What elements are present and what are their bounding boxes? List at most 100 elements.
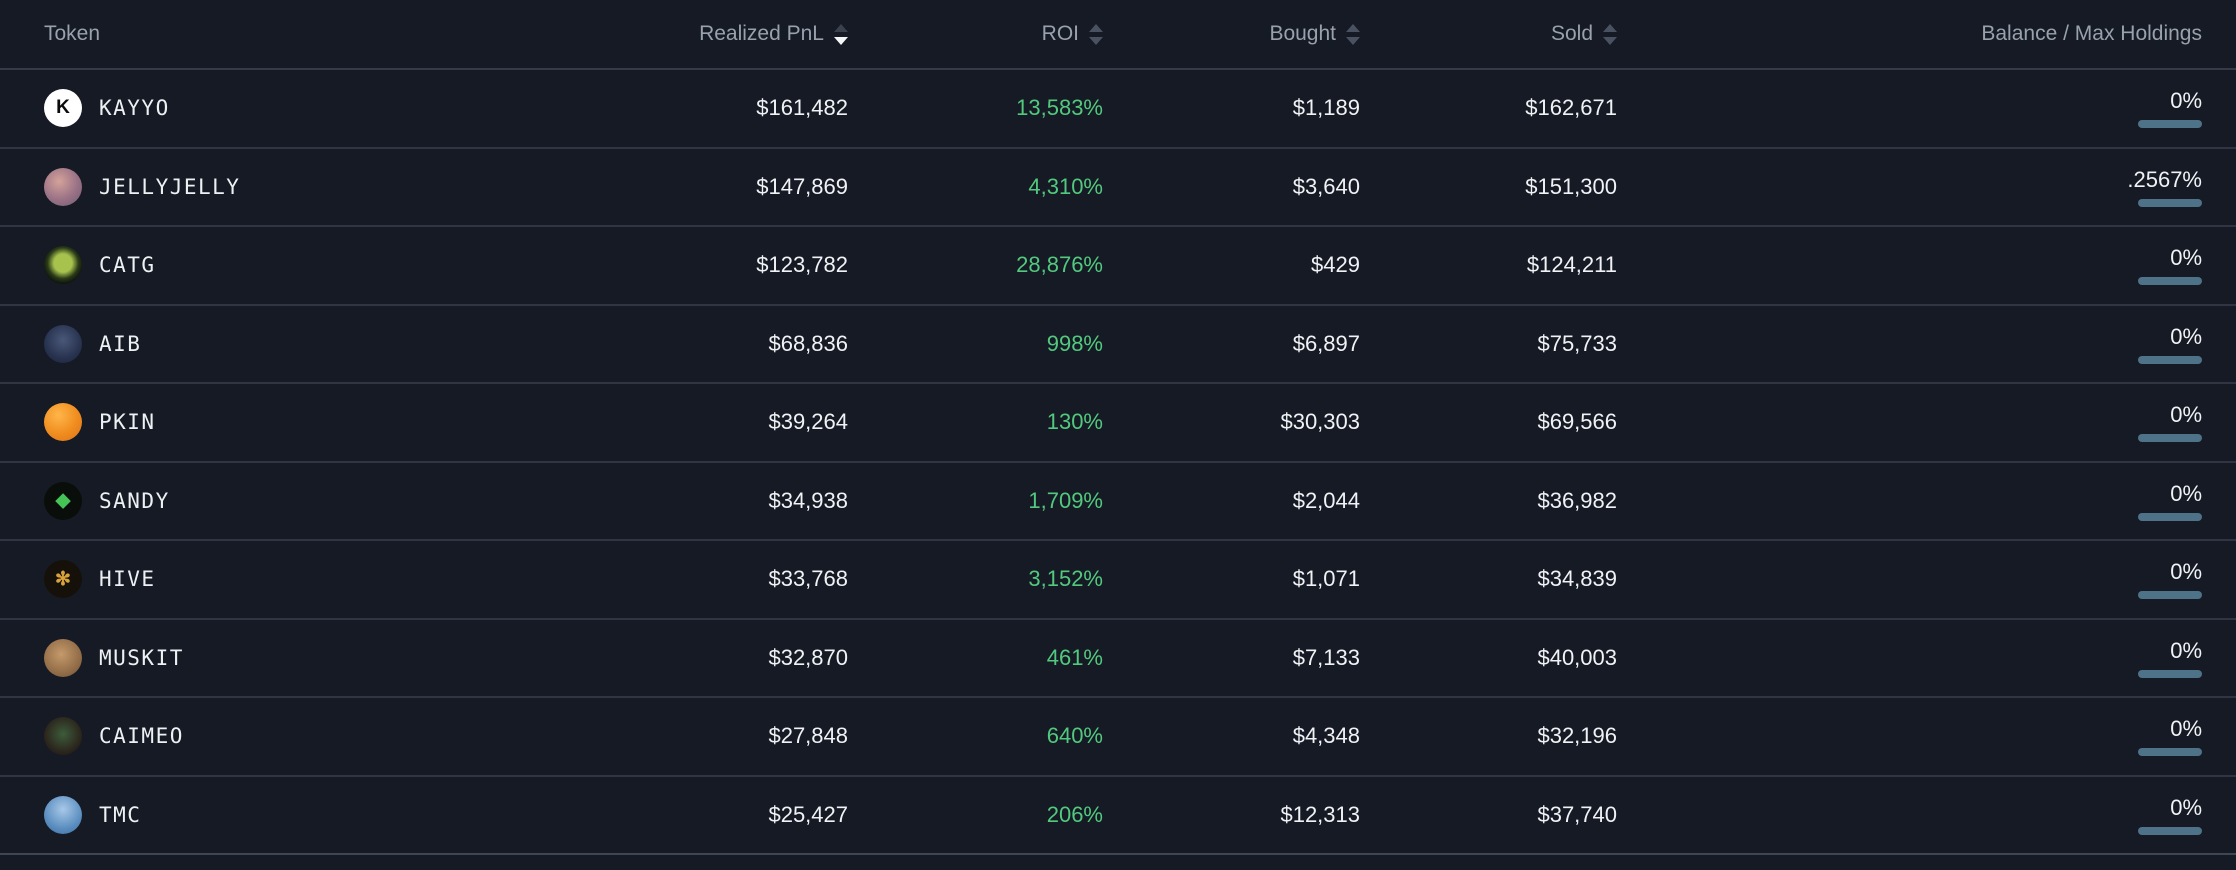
bought-cell: $1,189	[1292, 95, 1360, 121]
bought-cell: $7,133	[1292, 644, 1360, 670]
balance-value: 0%	[2170, 323, 2202, 349]
token-name: CATG	[99, 253, 156, 278]
token-cell: PKIN	[44, 403, 548, 442]
max-holdings-bar	[2138, 512, 2202, 521]
table-row[interactable]: PKIN $39,264 130% $30,303 $69,566 0%	[0, 384, 2236, 463]
column-header-balance: Balance / Max Holdings	[1617, 22, 2202, 46]
realized-pnl-cell: $33,768	[768, 566, 848, 592]
max-holdings-bar	[2138, 826, 2202, 835]
sort-down-arrow-icon	[1346, 36, 1360, 45]
balance-cell: 0%	[1617, 638, 2202, 678]
bought-cell: $2,044	[1292, 487, 1360, 513]
balance-cell: 0%	[1617, 402, 2202, 443]
max-holdings-bar	[2138, 120, 2202, 129]
table-row[interactable]: MUSKIT $32,870 461% $7,133 $40,003 0%	[0, 620, 2236, 698]
table-row[interactable]: AIB $68,836 998% $6,897 $75,733 0%	[0, 306, 2236, 384]
column-header-roi[interactable]: ROI	[848, 22, 1103, 46]
table-row[interactable]: CATG $123,782 28,876% $429 $124,211 0%	[0, 227, 2236, 306]
roi-cell: 998%	[1046, 330, 1103, 356]
realized-pnl-cell: $39,264	[768, 409, 848, 435]
sold-cell: $36,982	[1537, 487, 1617, 513]
table-row[interactable]: ✻ HIVE $33,768 3,152% $1,071 $34,839 0%	[0, 541, 2236, 620]
token-name: SANDY	[99, 488, 170, 513]
sort-up-arrow-icon	[1346, 23, 1360, 32]
sort-up-arrow-icon	[1603, 23, 1617, 32]
roi-cell: 4,310%	[1028, 173, 1103, 199]
token-name: MUSKIT	[99, 645, 184, 670]
realized-pnl-cell: $147,869	[756, 173, 848, 199]
max-holdings-bar	[2138, 198, 2202, 207]
token-cell: CAIMEO	[44, 717, 548, 756]
balance-cell: 0%	[1617, 481, 2202, 521]
sold-cell: $37,740	[1537, 801, 1617, 827]
sort-icon	[1089, 23, 1103, 45]
table-row[interactable]: TMC $25,427 206% $12,313 $37,740 0%	[0, 777, 2236, 855]
bought-cell: $429	[1311, 252, 1360, 278]
column-header-realized_pnl[interactable]: Realized PnL	[548, 22, 848, 46]
balance-cell: 0%	[1617, 716, 2202, 757]
column-header-label: Balance / Max Holdings	[1981, 22, 2202, 45]
balance-cell: 0%	[1617, 245, 2202, 286]
roi-cell: 130%	[1046, 409, 1103, 435]
sold-cell: $162,671	[1525, 95, 1617, 121]
balance-value: 0%	[2170, 245, 2202, 271]
token-cell: TMC	[44, 795, 548, 834]
sold-cell: $69,566	[1537, 409, 1617, 435]
jellyjelly-token-icon	[44, 167, 82, 206]
token-name: TMC	[99, 802, 142, 827]
sort-down-arrow-icon	[1603, 36, 1617, 45]
balance-cell: 0%	[1617, 795, 2202, 835]
token-name: KAYYO	[99, 96, 170, 121]
sort-down-arrow-icon	[834, 36, 848, 45]
balance-value: 0%	[2170, 559, 2202, 585]
sort-up-arrow-icon	[1089, 23, 1103, 32]
roi-cell: 206%	[1046, 801, 1103, 827]
partial-next-row	[0, 855, 2236, 868]
bought-cell: $4,348	[1292, 723, 1360, 749]
balance-value: 0%	[2170, 794, 2202, 820]
balance-value: 0%	[2170, 88, 2202, 114]
bought-cell: $6,897	[1292, 330, 1360, 356]
balance-cell: 0%	[1617, 88, 2202, 129]
table-row[interactable]: K KAYYO $161,482 13,583% $1,189 $162,671…	[0, 70, 2236, 149]
roi-cell: 3,152%	[1028, 566, 1103, 592]
balance-cell: .2567%	[1617, 167, 2202, 207]
table-row[interactable]: CAIMEO $27,848 640% $4,348 $32,196 0%	[0, 698, 2236, 777]
sort-icon	[1603, 23, 1617, 45]
sort-down-arrow-icon	[1089, 36, 1103, 45]
sold-cell: $75,733	[1537, 330, 1617, 356]
max-holdings-bar	[2138, 591, 2202, 600]
sold-cell: $124,211	[1526, 252, 1617, 278]
balance-value: .2567%	[2127, 166, 2202, 192]
tmc-token-icon	[44, 795, 82, 834]
max-holdings-bar	[2138, 355, 2202, 364]
table-row[interactable]: ◆ SANDY $34,938 1,709% $2,044 $36,982 0%	[0, 463, 2236, 541]
balance-value: 0%	[2170, 480, 2202, 506]
realized-pnl-cell: $161,482	[756, 95, 848, 121]
sandy-token-icon: ◆	[44, 481, 82, 520]
roi-cell: 640%	[1046, 723, 1103, 749]
column-header-token: Token	[44, 22, 548, 46]
muskit-token-icon	[44, 638, 82, 677]
sold-cell: $40,003	[1537, 644, 1617, 670]
token-name: AIB	[99, 331, 142, 356]
realized-pnl-cell: $25,427	[768, 801, 848, 827]
bought-cell: $30,303	[1280, 409, 1360, 435]
token-cell: ✻ HIVE	[44, 560, 548, 599]
column-header-label: Token	[44, 22, 101, 45]
bought-cell: $3,640	[1292, 173, 1360, 199]
balance-value: 0%	[2170, 637, 2202, 663]
realized-pnl-cell: $68,836	[768, 330, 848, 356]
token-name: HIVE	[99, 567, 156, 592]
column-header-label: Realized PnL	[699, 22, 824, 45]
table-header: Token Realized PnL ROI Bought Sold Balan…	[0, 0, 2236, 70]
column-header-bought[interactable]: Bought	[1103, 22, 1360, 46]
column-header-label: ROI	[1041, 22, 1079, 45]
token-cell: JELLYJELLY	[44, 167, 548, 206]
max-holdings-bar	[2138, 748, 2202, 757]
roi-cell: 461%	[1046, 644, 1103, 670]
bought-cell: $1,071	[1292, 566, 1360, 592]
table-row[interactable]: JELLYJELLY $147,869 4,310% $3,640 $151,3…	[0, 149, 2236, 227]
column-header-sold[interactable]: Sold	[1360, 22, 1617, 46]
aib-token-icon	[44, 324, 82, 363]
